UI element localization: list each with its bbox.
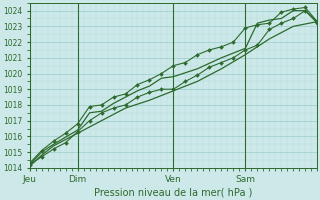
X-axis label: Pression niveau de la mer( hPa ): Pression niveau de la mer( hPa ) — [94, 187, 252, 197]
